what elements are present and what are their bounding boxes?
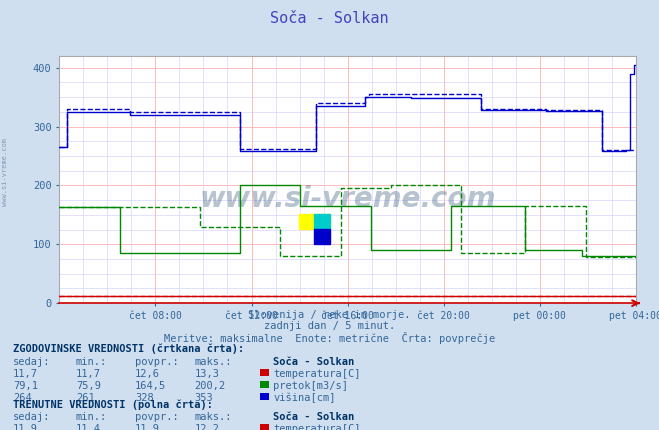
Text: 11,9: 11,9 (135, 424, 160, 430)
Text: sedaj:: sedaj: (13, 412, 51, 422)
Text: višina[cm]: višina[cm] (273, 393, 336, 403)
Text: sedaj:: sedaj: (13, 357, 51, 367)
Text: Soča - Solkan: Soča - Solkan (273, 357, 355, 367)
Text: maks.:: maks.: (194, 357, 232, 367)
Text: Soča - Solkan: Soča - Solkan (273, 412, 355, 422)
Text: pretok[m3/s]: pretok[m3/s] (273, 381, 349, 391)
Bar (314, 229, 330, 244)
Text: 12,6: 12,6 (135, 369, 160, 379)
Text: Soča - Solkan: Soča - Solkan (270, 11, 389, 26)
Text: 328: 328 (135, 393, 154, 403)
Text: www.si-vreme.com: www.si-vreme.com (200, 185, 496, 213)
Text: 75,9: 75,9 (76, 381, 101, 391)
Text: Meritve: maksimalne  Enote: metrične  Črta: povprečje: Meritve: maksimalne Enote: metrične Črta… (164, 332, 495, 344)
Text: zadnji dan / 5 minut.: zadnji dan / 5 minut. (264, 321, 395, 331)
Text: 11,4: 11,4 (76, 424, 101, 430)
Text: 261: 261 (76, 393, 94, 403)
Text: 11,7: 11,7 (76, 369, 101, 379)
Text: 353: 353 (194, 393, 213, 403)
Text: 11,7: 11,7 (13, 369, 38, 379)
Text: temperatura[C]: temperatura[C] (273, 369, 361, 379)
Text: 11,9: 11,9 (13, 424, 38, 430)
Text: 12,2: 12,2 (194, 424, 219, 430)
Text: min.:: min.: (76, 412, 107, 422)
Text: povpr.:: povpr.: (135, 357, 179, 367)
Text: povpr.:: povpr.: (135, 412, 179, 422)
Text: 200,2: 200,2 (194, 381, 225, 391)
Text: ZGODOVINSKE VREDNOSTI (črtkana črta):: ZGODOVINSKE VREDNOSTI (črtkana črta): (13, 344, 244, 354)
Text: www.si-vreme.com: www.si-vreme.com (2, 138, 9, 206)
Bar (299, 214, 330, 229)
Bar (314, 214, 330, 229)
Text: 13,3: 13,3 (194, 369, 219, 379)
Text: 164,5: 164,5 (135, 381, 166, 391)
Text: 79,1: 79,1 (13, 381, 38, 391)
Text: temperatura[C]: temperatura[C] (273, 424, 361, 430)
Text: 264: 264 (13, 393, 32, 403)
Text: min.:: min.: (76, 357, 107, 367)
Text: TRENUTNE VREDNOSTI (polna črta):: TRENUTNE VREDNOSTI (polna črta): (13, 399, 213, 410)
Text: maks.:: maks.: (194, 412, 232, 422)
Text: Slovenija / reke in morje.: Slovenija / reke in morje. (248, 310, 411, 320)
